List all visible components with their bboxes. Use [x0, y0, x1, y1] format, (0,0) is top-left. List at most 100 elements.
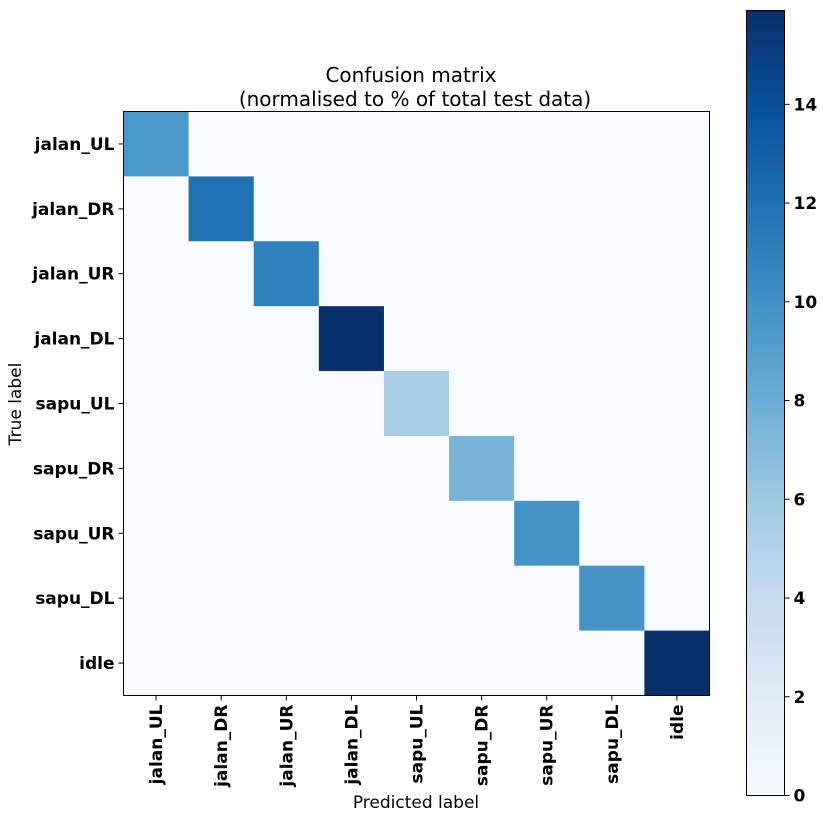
heatmap-cell — [449, 111, 515, 177]
heatmap-cell — [514, 500, 580, 567]
heatmap-cell — [514, 435, 580, 502]
y-axis-ticks: jalan_UL jalan_DR jalan_UR jalan_DL sapu_ULs… — [31, 135, 124, 674]
heatmap-cell — [318, 500, 385, 567]
heatmap-cell — [449, 630, 515, 696]
heatmap-cell — [644, 630, 710, 696]
heatmap-cell — [449, 500, 515, 567]
heatmap-cell — [188, 111, 255, 177]
heatmap-cell — [123, 435, 190, 502]
y-tick-label: jalan_UL — [34, 135, 115, 155]
heatmap-cell — [188, 435, 255, 502]
heatmap-cell — [253, 111, 320, 177]
y-tick-label: idle — [79, 654, 114, 674]
heatmap-cell — [383, 630, 450, 696]
y-tick-label: sapu_DR — [33, 459, 115, 479]
x-tick-label: jalan_UR — [277, 705, 297, 788]
heatmap-cell — [383, 111, 450, 177]
colorbar-tick-label: 12 — [794, 194, 818, 214]
heatmap-cell — [123, 630, 190, 696]
y-tick-label: sapu_UR — [33, 524, 114, 544]
heatmap-cell — [449, 241, 515, 307]
heatmap-cell — [318, 435, 385, 502]
heatmap-cell — [123, 176, 190, 242]
chart-title-line-2: (normalised to % of total test data) — [239, 87, 591, 111]
colorbar — [746, 10, 785, 796]
y-tick-label: jalan_DR — [31, 200, 114, 220]
heatmap-cell — [383, 435, 450, 502]
heatmap-cell — [318, 306, 385, 372]
colorbar-tick-label: 4 — [794, 589, 806, 609]
x-tick-label: sapu_UR — [538, 705, 558, 786]
heatmap-cell — [188, 500, 255, 567]
heatmap-cell — [123, 500, 190, 567]
colorbar-tick-label: 2 — [794, 688, 806, 708]
heatmap-cell — [579, 241, 645, 307]
heatmap-cell — [123, 565, 190, 632]
heatmap-cell — [383, 565, 450, 632]
heatmap-cell — [253, 241, 320, 307]
heatmap-cell — [383, 371, 450, 437]
x-tick-label: jalan_UL — [147, 704, 167, 785]
heatmap-cell — [123, 111, 190, 177]
heatmap-cell — [579, 435, 645, 502]
heatmap-cell — [188, 565, 255, 632]
colorbar-ticks: 0 2 4 6 8 10 12 14 — [784, 95, 818, 807]
heatmap-cell — [644, 565, 710, 632]
heatmap-cell — [514, 306, 580, 372]
heatmap-cell — [644, 435, 710, 502]
x-tick-label: sapu_UL — [408, 704, 428, 783]
x-tick-label: jalan_DR — [212, 705, 232, 788]
heatmap-cell — [579, 306, 645, 372]
heatmap-cell — [188, 306, 255, 372]
chart-title-line-1: Confusion matrix — [325, 63, 496, 87]
heatmap-cell — [318, 176, 385, 242]
x-axis-ticks: jalan_UL jalan_DR jalan_UR jalan_DL sapu_UL s… — [147, 695, 688, 788]
colorbar-tick-label: 14 — [794, 95, 818, 115]
colorbar-tick-label: 10 — [794, 293, 818, 313]
heatmap-cell — [449, 306, 515, 372]
heatmap-cell — [644, 306, 710, 372]
heatmap-cell — [514, 630, 580, 696]
heatmap-cell — [449, 371, 515, 437]
heatmap-cell — [383, 306, 450, 372]
heatmap-cells — [123, 111, 710, 696]
heatmap-cell — [253, 435, 320, 502]
heatmap-cell — [514, 111, 580, 177]
y-tick-label: jalan_DL — [33, 330, 114, 350]
heatmap-cell — [253, 630, 320, 696]
heatmap-cell — [383, 176, 450, 242]
heatmap-cell — [253, 500, 320, 567]
x-tick-label: sapu_DR — [473, 705, 493, 787]
heatmap-cell — [514, 371, 580, 437]
heatmap-cell — [644, 176, 710, 242]
colorbar-tick-label: 0 — [794, 787, 806, 807]
heatmap-cell — [449, 565, 515, 632]
heatmap-cell — [579, 176, 645, 242]
heatmap-cell — [383, 500, 450, 567]
x-tick-label: jalan_DL — [342, 704, 362, 785]
heatmap-cell — [123, 241, 190, 307]
heatmap-cell — [514, 241, 580, 307]
heatmap-cell — [123, 306, 190, 372]
heatmap-cell — [318, 630, 385, 696]
heatmap-cell — [318, 565, 385, 632]
heatmap-cell — [579, 371, 645, 437]
heatmap-cell — [188, 630, 255, 696]
heatmap-cell — [579, 565, 645, 632]
x-axis-label: Predicted label — [353, 793, 479, 813]
heatmap-cell — [318, 241, 385, 307]
heatmap-cell — [253, 306, 320, 372]
heatmap-cell — [644, 371, 710, 437]
heatmap-cell — [579, 111, 645, 177]
y-tick-label: sapu_DL — [35, 589, 114, 609]
heatmap-cell — [514, 176, 580, 242]
colorbar-tick-label: 8 — [794, 392, 806, 412]
heatmap-cell — [579, 500, 645, 567]
y-tick-label: jalan_UR — [31, 265, 114, 285]
heatmap-cell — [188, 176, 255, 242]
y-axis-label: True label — [6, 363, 26, 447]
heatmap-cell — [449, 176, 515, 242]
heatmap-cell — [644, 500, 710, 567]
x-tick-label: sapu_DL — [603, 704, 623, 783]
